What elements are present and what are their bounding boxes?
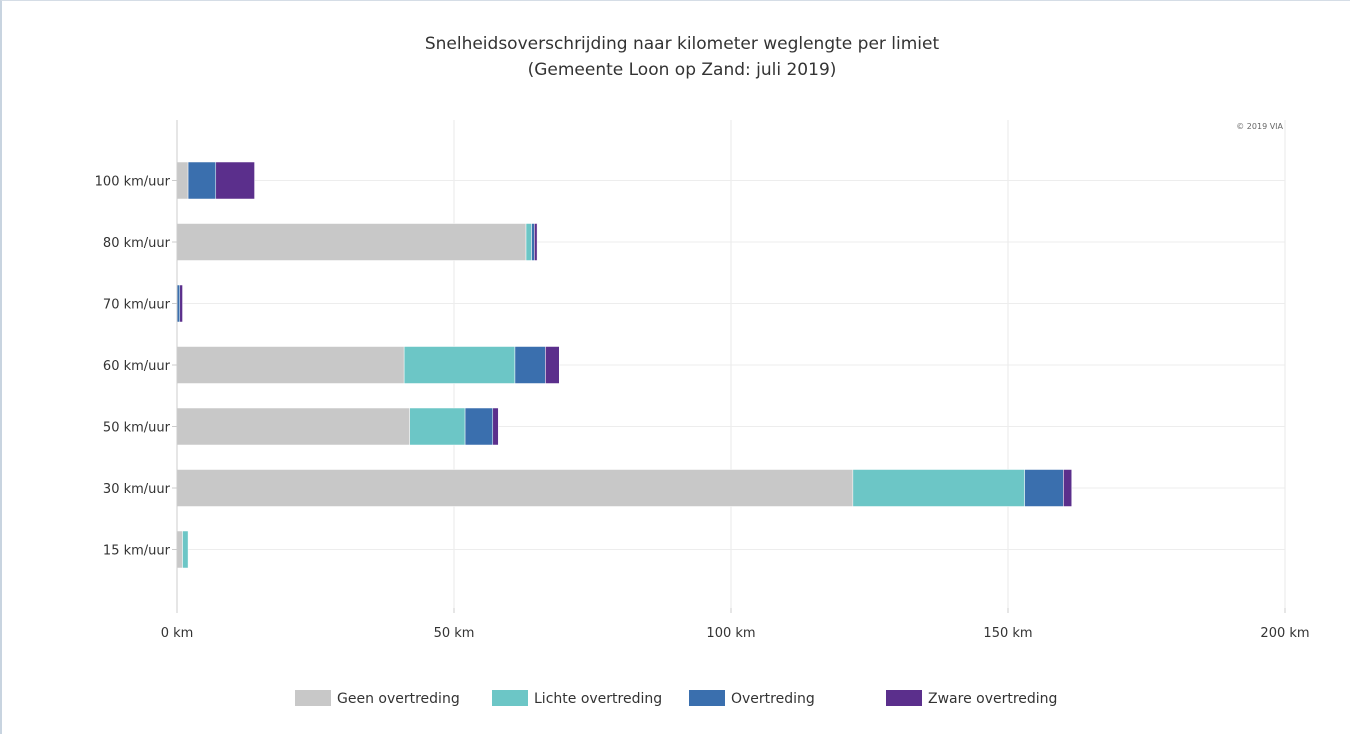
- legend-item[interactable]: Overtreding: [689, 690, 815, 707]
- chart-subtitle: (Gemeente Loon op Zand: juli 2019): [528, 60, 837, 80]
- bar-segment[interactable]: [176, 407, 410, 446]
- bar-segment[interactable]: [514, 346, 546, 384]
- legend-swatch: [886, 690, 922, 706]
- y-tick-label: 30 km/uur: [103, 482, 171, 497]
- legend-label: Geen overtreding: [337, 691, 460, 707]
- x-tick-label: 50 km: [434, 626, 475, 641]
- y-tick-label: 100 km/uur: [95, 175, 171, 190]
- bar-segment[interactable]: [176, 469, 854, 507]
- legend-label: Zware overtreding: [928, 691, 1057, 707]
- y-tick-label: 15 km/uur: [103, 544, 171, 559]
- y-tick-label: 50 km/uur: [103, 421, 171, 436]
- x-axis: 0 km 50 km 100 km 150 km 200 km: [161, 608, 1310, 641]
- y-tick-label: 70 km/uur: [103, 298, 171, 313]
- bar-segment[interactable]: [403, 346, 516, 384]
- bar-segment[interactable]: [176, 223, 527, 261]
- chart-credit: © 2019 VIA: [1236, 122, 1283, 131]
- bar-segment[interactable]: [531, 223, 535, 261]
- legend: Geen overtreding Lichte overtreding Overtr…: [295, 690, 1057, 707]
- x-tick-label: 100 km: [706, 626, 755, 641]
- bar-segment[interactable]: [215, 161, 255, 200]
- legend-label: Lichte overtreding: [534, 691, 662, 707]
- legend-swatch: [689, 690, 725, 706]
- bar-segment[interactable]: [187, 161, 217, 200]
- bar-segment[interactable]: [492, 407, 499, 446]
- bar-segment[interactable]: [409, 407, 466, 446]
- y-tick-label: 80 km/uur: [103, 236, 171, 251]
- bar-segment[interactable]: [182, 530, 189, 569]
- chart-title: Snelheidsoverschrijding naar kilometer w…: [425, 34, 940, 54]
- bar-segment[interactable]: [176, 161, 189, 200]
- y-axis: 100 km/uur 80 km/uur 70 km/uur 60 km/uur 50 …: [95, 120, 178, 608]
- y-tick-label: 60 km/uur: [103, 359, 171, 374]
- bar-segment[interactable]: [464, 407, 494, 446]
- bars-group: [176, 161, 1072, 569]
- bar-segment[interactable]: [1024, 469, 1064, 507]
- legend-item[interactable]: Zware overtreding: [886, 690, 1057, 707]
- bar-segment[interactable]: [852, 469, 1025, 507]
- bar-segment[interactable]: [525, 223, 532, 261]
- x-tick-label: 200 km: [1260, 626, 1309, 641]
- legend-swatch: [492, 690, 528, 706]
- bar-segment[interactable]: [545, 346, 560, 384]
- legend-swatch: [295, 690, 331, 706]
- legend-label: Overtreding: [731, 691, 815, 707]
- bar-segment[interactable]: [176, 346, 405, 384]
- x-tick-label: 0 km: [161, 626, 194, 641]
- bar-segment[interactable]: [179, 284, 183, 323]
- bar-segment[interactable]: [176, 530, 183, 569]
- legend-item[interactable]: Geen overtreding: [295, 690, 460, 707]
- bar-segment[interactable]: [534, 223, 538, 261]
- x-tick-label: 150 km: [983, 626, 1032, 641]
- legend-item[interactable]: Lichte overtreding: [492, 690, 662, 707]
- bar-segment[interactable]: [1063, 469, 1072, 507]
